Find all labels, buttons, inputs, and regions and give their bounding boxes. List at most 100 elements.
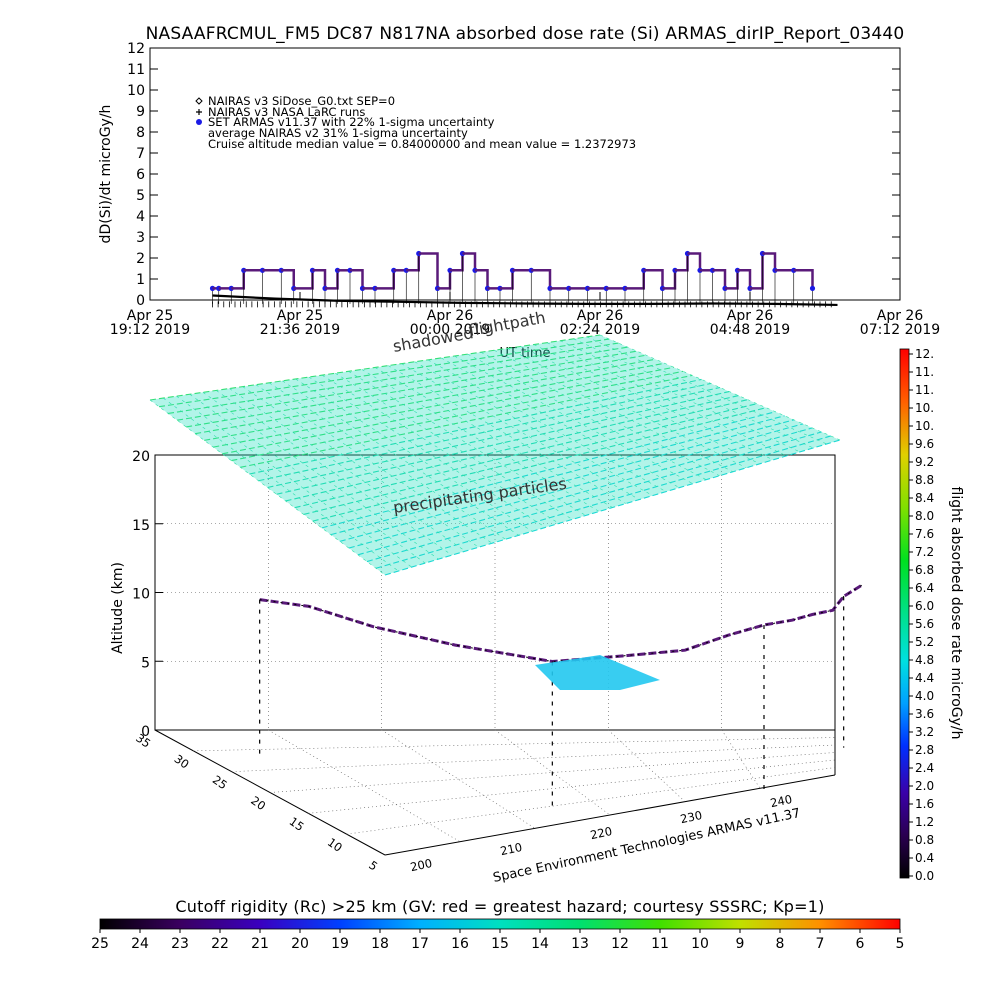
rigidity-tick-label: 24 [131,936,149,952]
mesh-col [229,388,466,552]
mesh-row [294,399,748,509]
rigidity-tick-label: 13 [571,936,589,952]
armas-segment [500,270,514,290]
rigidity-tick-label: 11 [651,936,669,952]
dose-tick-label: 0.8 [915,833,934,847]
top-y-tick-label: 3 [136,230,145,246]
mesh-col [202,392,439,560]
mesh-row [357,427,813,556]
armas-segment [737,269,752,289]
flightpath-shadow [259,584,863,663]
armas-segment [462,252,477,271]
cutoff-rigidity-mesh [149,334,841,576]
rigidity-tick-label: 17 [411,936,429,952]
rigidity-tick-label: 23 [171,936,189,952]
top-y-tick-label: 0 [136,293,145,309]
rigidity-tick-label: 12 [611,936,629,952]
mesh-col [308,376,546,528]
rigidity-tick-label: 14 [531,936,549,952]
rigidity-tick-label: 15 [491,936,509,952]
mesh-col [335,372,573,520]
floor-grid [268,729,461,842]
dose-colorbar-label: flight absorbed dose rate microGy/h [948,487,964,740]
altitude-tick-label: 15 [132,518,150,534]
armas-segment [406,253,420,272]
dose-tick-label: 8.8 [915,473,934,487]
rigidity-tick-label: 8 [776,936,785,952]
mesh-col [321,374,560,524]
dose-tick-label: 10. [915,401,934,415]
mesh-col [507,348,747,469]
legend-set-armas: SET ARMAS v11.37 with 22% 1-sigma uncert… [208,115,495,129]
rigidity-tick-label: 19 [331,936,349,952]
top-y-tick-label: 2 [136,251,145,267]
armas-segment [350,269,364,289]
floor-grid [608,729,686,802]
mesh-col [454,355,693,484]
dose-tick-label: 8.0 [915,509,934,523]
legend-symbol-diamond [195,97,203,105]
dose-tick-label: 2.0 [915,779,934,793]
floor-grid [231,744,836,772]
armas-segment [750,253,764,290]
flightpath-line [259,583,864,664]
credit-label: Space Environment Technologies ARMAS v11… [492,806,802,886]
top-y-tick-label: 6 [136,167,145,183]
top-x-tick-label-date: Apr 26 [427,308,474,324]
dose-tick-label: 11. [915,365,934,379]
dose-tick-label: 0.4 [915,851,934,865]
top-x-tick-label-date: Apr 26 [877,308,924,324]
flightpath-label: flightpath [467,308,547,340]
mesh-col [282,380,519,536]
top-x-tick-label-date: Apr 25 [127,308,173,324]
top-y-tick-label: 7 [136,146,145,162]
rigidity-tick-label: 10 [691,936,709,952]
legend-nairas-larc: NAIRAS v3 NASA LaRC runs [208,105,365,119]
dose-tick-label: 5.2 [915,635,934,649]
mesh-col [255,384,493,544]
flightpath-group [259,583,864,806]
dose-tick-label: 4.8 [915,653,934,667]
floor-grid [193,737,836,752]
dose-tick-label: 9.2 [915,455,934,469]
top-y-tick-label: 1 [136,272,145,288]
dose-tick-label: 1.6 [915,797,934,811]
latitude-tick-label: 20 [248,793,268,813]
rigidity-tick-label: 5 [896,936,905,952]
armas-segment [687,252,702,271]
floor-front-edge [384,774,836,856]
mesh-row [267,386,721,489]
bottom-3d-panel: 0 5 10 15 20 200 210 220 230 240 35 30 25 20 15 10 5 Alt… [110,308,864,886]
rigidity-colorbar-ticks: 25 24 23 22 21 20 19 18 17 16 15 14 13 12 11 10 9 8 7 6 5 [91,929,904,952]
legend-nairas-sidose: NAIRAS v3 SiDose_G0.txt SEP=0 [208,94,395,108]
dose-tick-label: 6.4 [915,581,934,595]
nairas-line [212,294,838,307]
rigidity-tick-label: 25 [91,936,109,952]
altitude-tick-label: 20 [132,449,150,465]
mesh-col [348,371,586,516]
latitude-tick-label: 30 [172,752,192,772]
top-y-tick-label: 5 [136,188,145,204]
armas-segment [231,270,245,290]
mesh-col [586,336,827,445]
dose-colorbar-bar [899,348,910,879]
dose-tick-label: 3.2 [915,725,934,739]
mesh-col [533,344,774,461]
armas-segment [375,270,395,290]
longitude-tick-label: 240 [769,792,793,810]
top-series-group [209,250,838,308]
armas-point [809,285,816,291]
latitude-tick-label: 10 [325,835,345,855]
mesh-col [467,353,707,480]
rigidity-colorbar: Cutoff rigidity (Rc) >25 km (GV: red = g… [91,897,904,952]
mesh-row [339,419,794,542]
3d-box-frame [154,454,836,856]
ground-dose-patch [535,655,660,690]
armas-segment [712,269,727,289]
mesh-row [303,403,758,515]
top-y-tick-label: 10 [127,83,145,99]
rigidity-tick-label: 6 [856,936,865,952]
dose-tick-label: 4.4 [915,671,934,685]
